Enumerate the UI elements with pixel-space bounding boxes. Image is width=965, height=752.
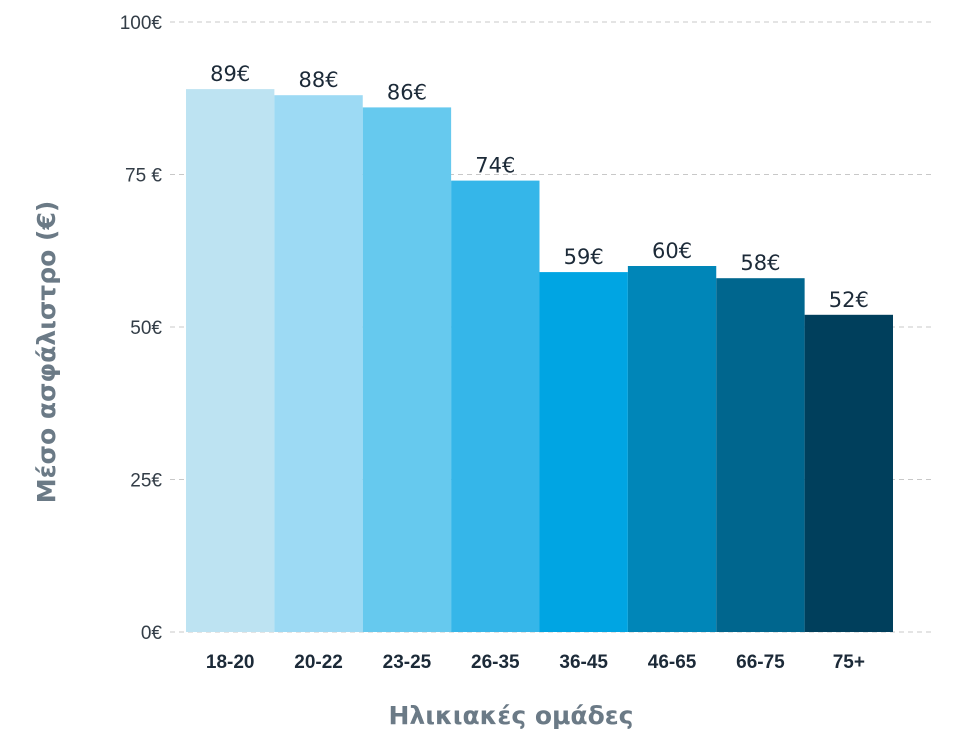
x-tick-label: 66-75 bbox=[736, 652, 785, 673]
data-label: 74€ bbox=[475, 154, 515, 178]
bar-46-65 bbox=[627, 266, 717, 632]
y-tick-label: 75 € bbox=[125, 166, 162, 187]
bars bbox=[186, 89, 893, 633]
y-axis-ticks: 0€ 25€ 50€ 75 € 100€ bbox=[120, 13, 163, 644]
bar-20-22 bbox=[274, 95, 363, 632]
bar-23-25 bbox=[362, 107, 452, 632]
x-tick-label: 20-22 bbox=[294, 652, 343, 673]
bar-18-20 bbox=[186, 89, 275, 633]
x-tick-label: 26-35 bbox=[471, 652, 520, 673]
x-tick-label: 18-20 bbox=[206, 652, 255, 673]
data-label: 59€ bbox=[564, 245, 604, 269]
bar-75+ bbox=[804, 314, 893, 632]
x-tick-label: 23-25 bbox=[383, 652, 432, 673]
bar-66-75 bbox=[716, 278, 805, 632]
y-tick-label: 25€ bbox=[130, 471, 162, 492]
x-tick-label: 36-45 bbox=[559, 652, 608, 673]
bar-36-45 bbox=[539, 272, 628, 632]
x-axis-ticks: 18-20 20-22 23-25 26-35 36-45 46-65 66-75 75+ bbox=[206, 652, 865, 673]
data-label: 89€ bbox=[210, 62, 250, 86]
x-tick-label: 75+ bbox=[833, 652, 865, 673]
data-label: 52€ bbox=[829, 288, 869, 312]
data-labels: 89€ 88€ 86€ 74€ 59€ 60€ 58€ 52€ bbox=[210, 62, 869, 312]
data-label: 86€ bbox=[387, 80, 427, 104]
data-label: 88€ bbox=[299, 68, 339, 92]
y-tick-label: 100€ bbox=[120, 13, 163, 34]
data-label: 60€ bbox=[652, 239, 692, 263]
bar-26-35 bbox=[451, 180, 540, 632]
y-tick-label: 50€ bbox=[130, 318, 162, 339]
data-label: 58€ bbox=[740, 251, 780, 275]
x-tick-label: 46-65 bbox=[648, 652, 697, 673]
x-axis-title: Ηλικιακές ομάδες bbox=[388, 701, 633, 730]
y-tick-label: 0€ bbox=[141, 623, 163, 644]
y-axis-title: Μέσο ασφάλιστρο (€) bbox=[32, 201, 61, 504]
